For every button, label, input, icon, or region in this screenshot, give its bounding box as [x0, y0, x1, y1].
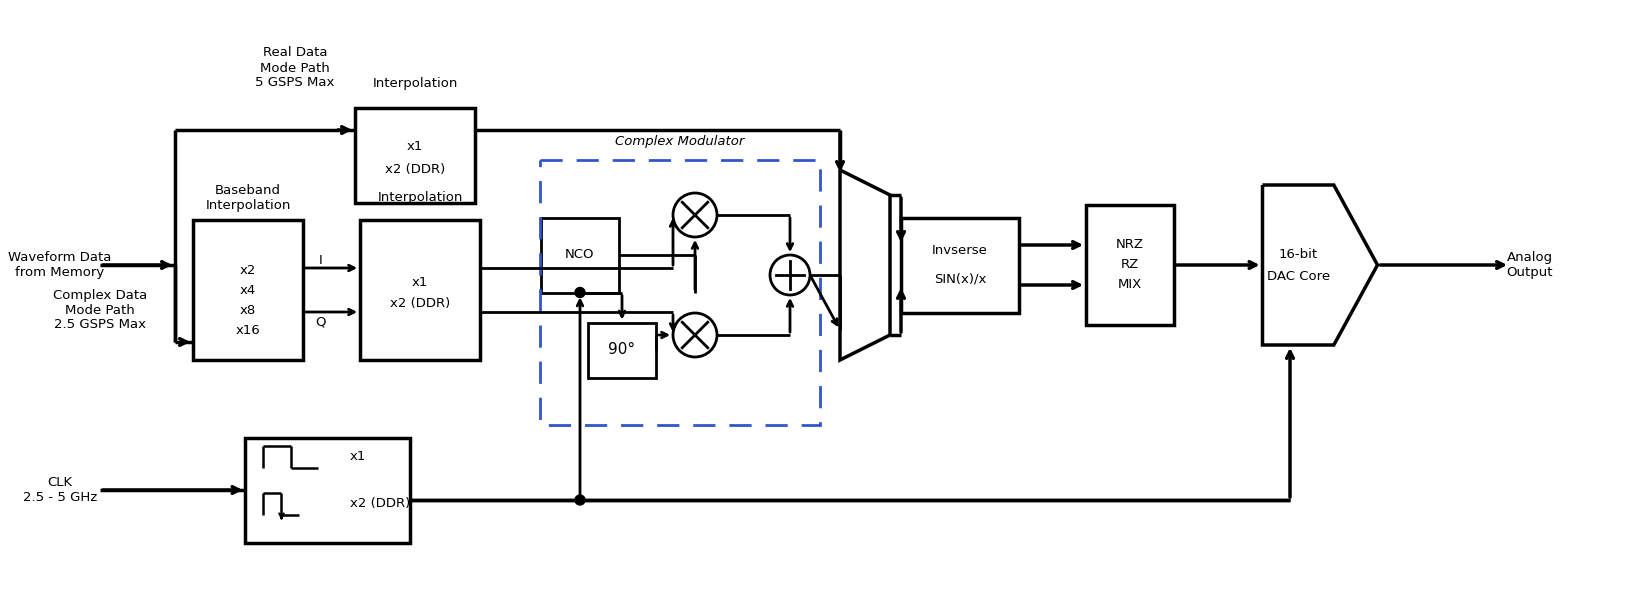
Text: x4: x4: [240, 284, 257, 296]
Text: x8: x8: [240, 304, 257, 316]
Bar: [359, 220, 480, 360]
Text: x1: x1: [407, 141, 423, 153]
Text: MIX: MIX: [1118, 279, 1142, 291]
Bar: [193, 220, 302, 360]
Bar: [355, 108, 475, 202]
Text: NCO: NCO: [565, 249, 595, 262]
Bar: [1087, 205, 1173, 325]
Text: Interpolation: Interpolation: [373, 77, 458, 90]
Text: Waveform Data
from Memory: Waveform Data from Memory: [8, 251, 111, 279]
Bar: [539, 160, 820, 425]
Text: Analog
Output: Analog Output: [1507, 251, 1554, 279]
Bar: [900, 218, 1020, 312]
Text: x1: x1: [412, 276, 428, 288]
Circle shape: [770, 255, 810, 295]
Bar: [541, 218, 619, 293]
Bar: [588, 323, 655, 378]
Text: x2 (DDR): x2 (DDR): [386, 163, 444, 175]
Text: x1: x1: [350, 450, 366, 464]
Text: CLK
2.5 - 5 GHz: CLK 2.5 - 5 GHz: [23, 476, 96, 504]
Text: Complex Data
Mode Path
2.5 GSPS Max: Complex Data Mode Path 2.5 GSPS Max: [52, 288, 147, 332]
Text: NRZ: NRZ: [1116, 238, 1144, 252]
Circle shape: [575, 495, 585, 505]
Polygon shape: [840, 170, 891, 360]
Text: SIN(x)/x: SIN(x)/x: [933, 273, 987, 285]
Text: Invserse: Invserse: [931, 244, 989, 257]
Circle shape: [575, 288, 585, 298]
Circle shape: [673, 193, 717, 237]
Text: Real Data
Mode Path
5 GSPS Max: Real Data Mode Path 5 GSPS Max: [255, 46, 335, 89]
Text: Interpolation: Interpolation: [377, 191, 462, 205]
Text: 16-bit: 16-bit: [1278, 249, 1317, 262]
Bar: [245, 437, 410, 543]
Text: 90°: 90°: [608, 343, 636, 357]
Text: x16: x16: [235, 323, 260, 337]
Text: DAC Core: DAC Core: [1266, 271, 1330, 284]
Text: Complex Modulator: Complex Modulator: [616, 136, 745, 148]
Text: I: I: [319, 254, 324, 266]
Text: Baseband
Interpolation: Baseband Interpolation: [206, 184, 291, 212]
Text: RZ: RZ: [1121, 258, 1139, 271]
Text: x2 (DDR): x2 (DDR): [350, 497, 410, 511]
Text: x2: x2: [240, 263, 257, 277]
Text: Q: Q: [315, 315, 327, 329]
Polygon shape: [1263, 185, 1377, 345]
Circle shape: [673, 313, 717, 357]
Text: x2 (DDR): x2 (DDR): [391, 298, 449, 310]
